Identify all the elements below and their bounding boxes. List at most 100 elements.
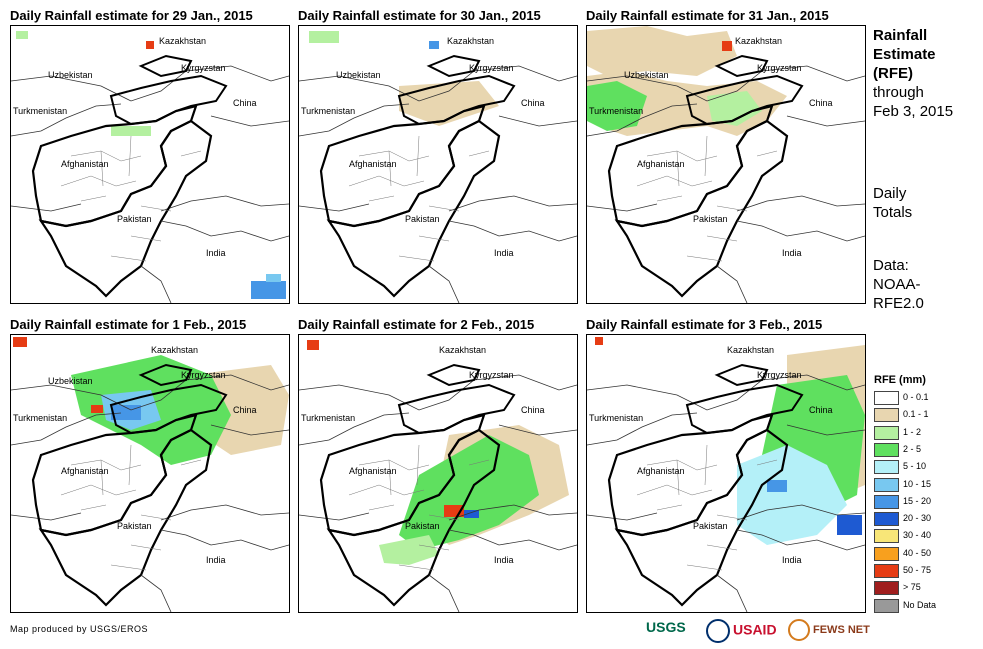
legend-label: 40 - 50 xyxy=(903,547,932,558)
legend-swatch xyxy=(874,598,899,613)
usaid-logo-text: USAID xyxy=(733,621,777,638)
label-china: China xyxy=(233,405,257,415)
usaid-seal-icon xyxy=(706,619,730,643)
side-title-3: (RFE) xyxy=(873,65,913,82)
label-china: China xyxy=(521,98,545,108)
legend-label: 30 - 40 xyxy=(903,530,932,541)
legend-label: 20 - 30 xyxy=(903,513,932,524)
legend-label: 10 - 15 xyxy=(903,478,932,489)
panel-title-2: Daily Rainfall estimate for 30 Jan., 201… xyxy=(298,8,541,23)
label-india: India xyxy=(782,555,802,565)
side-through: through xyxy=(873,84,924,101)
label-kazakhstan: Kazakhstan xyxy=(727,345,775,355)
label-turkmenistan: Turkmenistan xyxy=(13,106,68,116)
label-turkmenistan: Turkmenistan xyxy=(589,413,644,423)
label-china: China xyxy=(521,405,545,415)
side-daily-label: Daily xyxy=(873,185,907,202)
map-panel-5: Kazakhstan Kyrgyzstan Turkmenistan China… xyxy=(298,334,578,613)
legend-label: 5 - 10 xyxy=(903,461,927,472)
panel-title-4: Daily Rainfall estimate for 1 Feb., 2015 xyxy=(10,317,247,332)
legend-label: No Data xyxy=(903,599,937,610)
label-india: India xyxy=(782,248,802,258)
label-kazakhstan: Kazakhstan xyxy=(151,345,199,355)
map-panel-6: Kazakhstan Kyrgyzstan Turkmenistan China… xyxy=(586,334,866,613)
label-uzbekistan: Uzbekistan xyxy=(48,70,93,80)
label-pakistan: Pakistan xyxy=(405,521,440,531)
label-afghanistan: Afghanistan xyxy=(349,466,397,476)
logo-fewsnet: FEWS NET xyxy=(788,619,870,643)
fewsnet-globe-icon xyxy=(788,619,810,641)
label-turkmenistan: Turkmenistan xyxy=(301,106,356,116)
label-afghanistan: Afghanistan xyxy=(61,159,109,169)
label-kazakhstan: Kazakhstan xyxy=(439,345,487,355)
fewsnet-logo-text: FEWS NET xyxy=(813,623,870,636)
label-kyrgyzstan: Kyrgyzstan xyxy=(181,370,226,380)
side-daily: Daily Totals xyxy=(873,184,912,222)
label-uzbekistan: Uzbekistan xyxy=(336,70,381,80)
panel-title-3: Daily Rainfall estimate for 31 Jan., 201… xyxy=(586,8,829,23)
side-data-source-1: NOAA- xyxy=(873,276,921,293)
side-date: Feb 3, 2015 xyxy=(873,103,954,120)
panel-title-6: Daily Rainfall estimate for 3 Feb., 2015 xyxy=(586,317,823,332)
legend-swatch xyxy=(874,391,899,405)
label-kyrgyzstan: Kyrgyzstan xyxy=(757,370,802,380)
side-title-2: Estimate xyxy=(873,46,936,63)
legend-label: 0 - 0.1 xyxy=(903,392,929,402)
side-data-label: Data: xyxy=(873,257,909,274)
legend-label: 0.1 - 1 xyxy=(903,409,929,420)
legend-swatch xyxy=(874,460,899,475)
map-panel-2: Kazakhstan Uzbekistan Kyrgyzstan Turkmen… xyxy=(298,25,578,304)
label-pakistan: Pakistan xyxy=(117,521,152,531)
map-panel-4: Kazakhstan Uzbekistan Kyrgyzstan Turkmen… xyxy=(10,334,290,613)
side-data: Data: NOAA- RFE2.0 xyxy=(873,256,924,313)
legend-swatch xyxy=(874,477,899,492)
label-kazakhstan: Kazakhstan xyxy=(735,36,783,46)
label-turkmenistan: Turkmenistan xyxy=(13,413,68,423)
legend-swatch xyxy=(874,408,899,423)
label-pakistan: Pakistan xyxy=(117,214,152,224)
label-china: China xyxy=(233,98,257,108)
map-panel-1: Kazakhstan Uzbekistan Kyrgyzstan Turkmen… xyxy=(10,25,290,304)
label-afghanistan: Afghanistan xyxy=(637,159,685,169)
label-kazakhstan: Kazakhstan xyxy=(159,36,207,46)
label-china: China xyxy=(809,98,833,108)
credit-text: Map produced by USGS/EROS xyxy=(10,624,149,634)
legend-label: 2 - 5 xyxy=(903,443,922,454)
label-afghanistan: Afghanistan xyxy=(637,466,685,476)
legend-swatch xyxy=(874,529,899,544)
side-info: Rainfall Estimate (RFE) through Feb 3, 2… xyxy=(873,26,953,121)
logo-usaid: USAID xyxy=(706,619,777,643)
label-pakistan: Pakistan xyxy=(405,214,440,224)
label-india: India xyxy=(206,555,226,565)
map-panel-3: Kazakhstan Uzbekistan Kyrgyzstan Turkmen… xyxy=(586,25,866,304)
label-china: China xyxy=(809,405,833,415)
legend-swatch xyxy=(874,512,899,527)
legend-label: 15 - 20 xyxy=(903,495,932,506)
label-kazakhstan: Kazakhstan xyxy=(447,36,495,46)
label-uzbekistan: Uzbekistan xyxy=(48,376,93,386)
label-india: India xyxy=(494,248,514,258)
side-totals-label: Totals xyxy=(873,204,913,221)
label-afghanistan: Afghanistan xyxy=(349,159,397,169)
legend-swatch xyxy=(874,494,899,509)
label-pakistan: Pakistan xyxy=(693,214,728,224)
label-afghanistan: Afghanistan xyxy=(61,466,109,476)
legend-label: 1 - 2 xyxy=(903,426,922,437)
legend-label: > 75 xyxy=(903,582,921,593)
label-india: India xyxy=(494,555,514,565)
label-kyrgyzstan: Kyrgyzstan xyxy=(757,63,802,73)
label-kyrgyzstan: Kyrgyzstan xyxy=(469,63,514,73)
legend-title: RFE (mm) xyxy=(874,374,926,386)
side-title-1: Rainfall xyxy=(873,27,928,44)
usgs-logo-text: USGS xyxy=(646,619,686,635)
label-kyrgyzstan: Kyrgyzstan xyxy=(469,370,514,380)
label-uzbekistan: Uzbekistan xyxy=(624,70,669,80)
legend-swatch xyxy=(874,442,899,457)
label-turkmenistan: Turkmenistan xyxy=(301,413,356,423)
panel-title-5: Daily Rainfall estimate for 2 Feb., 2015 xyxy=(298,317,535,332)
label-pakistan: Pakistan xyxy=(693,521,728,531)
legend-swatch xyxy=(874,581,899,596)
legend-swatch xyxy=(874,425,899,440)
logo-usgs: USGS xyxy=(646,619,686,643)
legend-swatch xyxy=(874,564,899,578)
